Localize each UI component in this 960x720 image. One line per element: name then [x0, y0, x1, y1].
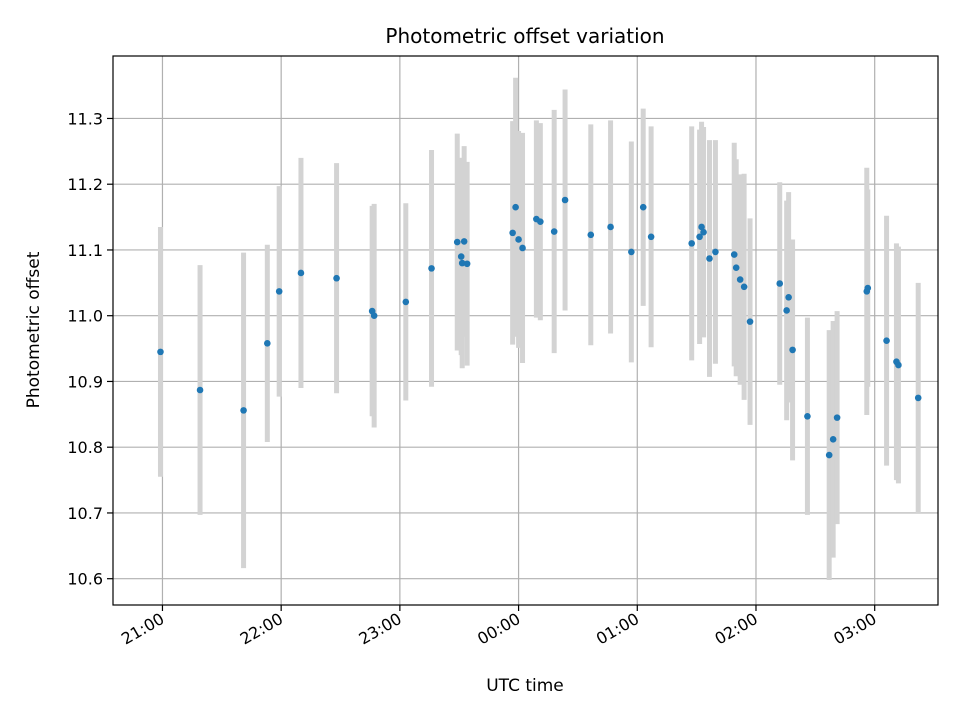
- data-point: [706, 255, 713, 262]
- data-point: [453, 238, 461, 246]
- data-point: [515, 236, 522, 243]
- grid-lines: [113, 56, 938, 605]
- data-point: [732, 264, 740, 272]
- y-tick-label: 10.6: [67, 570, 103, 589]
- x-tick-label: 23:00: [355, 609, 404, 649]
- data-point: [537, 218, 544, 225]
- data-point: [402, 298, 410, 306]
- y-tick-label: 10.9: [67, 372, 103, 391]
- plot-frame: [112, 55, 939, 606]
- data-point: [914, 394, 922, 402]
- data-point: [587, 231, 595, 239]
- data-point: [460, 238, 468, 245]
- data-point: [698, 223, 705, 231]
- data-point: [519, 244, 526, 252]
- data-point: [463, 260, 471, 268]
- data-point: [264, 340, 271, 347]
- data-point: [700, 228, 707, 236]
- data-point: [561, 196, 569, 204]
- data-point: [240, 407, 247, 414]
- data-point: [512, 203, 519, 211]
- y-tick-label: 10.8: [67, 438, 103, 457]
- data-point: [607, 223, 614, 231]
- data-point: [895, 361, 902, 369]
- data-point: [785, 293, 792, 301]
- y-tick-label: 11.3: [67, 109, 103, 128]
- data-point: [647, 233, 655, 241]
- data-point: [833, 414, 841, 421]
- data-point: [789, 346, 796, 354]
- data-points: [157, 196, 922, 459]
- y-tick-label: 11.0: [67, 307, 103, 326]
- x-tick-label: 02:00: [712, 609, 761, 649]
- data-point: [730, 251, 738, 258]
- data-point: [457, 253, 465, 260]
- data-point: [428, 265, 435, 272]
- data-point: [275, 288, 283, 295]
- data-point: [736, 276, 744, 283]
- chart-title: Photometric offset variation: [385, 24, 664, 48]
- data-point: [628, 248, 635, 256]
- x-axis-label: UTC time: [486, 676, 564, 696]
- data-point: [509, 229, 516, 237]
- data-point: [696, 233, 703, 241]
- data-point: [639, 203, 647, 211]
- error-bars: [157, 77, 921, 581]
- data-point: [196, 386, 204, 394]
- data-point: [712, 248, 719, 256]
- x-tick-label: 00:00: [474, 609, 523, 649]
- y-tick-label: 11.2: [67, 175, 103, 194]
- x-axis: 21:00 22:00 23:00 00:00 01:00 02:00 03:00: [118, 605, 880, 649]
- x-tick-label: 01:00: [593, 609, 642, 649]
- y-axis: 10.6 10.7 10.8 10.9 11.0 11.1 11.2 11.3: [67, 109, 113, 589]
- data-point: [883, 337, 890, 344]
- data-point: [458, 259, 466, 267]
- x-tick-label: 03:00: [830, 609, 879, 649]
- y-tick-label: 11.1: [67, 241, 103, 260]
- y-axis-label: Photometric offset: [24, 251, 44, 408]
- data-point: [157, 348, 164, 356]
- data-point: [864, 284, 872, 292]
- data-point: [740, 283, 748, 291]
- data-point: [370, 312, 378, 320]
- x-tick-label: 22:00: [237, 609, 286, 649]
- data-point: [746, 318, 754, 325]
- data-point: [783, 307, 790, 314]
- y-tick-label: 10.7: [67, 504, 103, 523]
- x-tick-label: 21:00: [118, 609, 167, 649]
- data-point: [776, 280, 784, 287]
- data-point: [688, 240, 695, 247]
- data-point: [550, 228, 558, 235]
- data-point: [297, 269, 305, 277]
- data-point: [829, 436, 837, 443]
- data-point: [333, 274, 340, 282]
- data-point: [825, 451, 833, 459]
- data-point: [804, 413, 811, 420]
